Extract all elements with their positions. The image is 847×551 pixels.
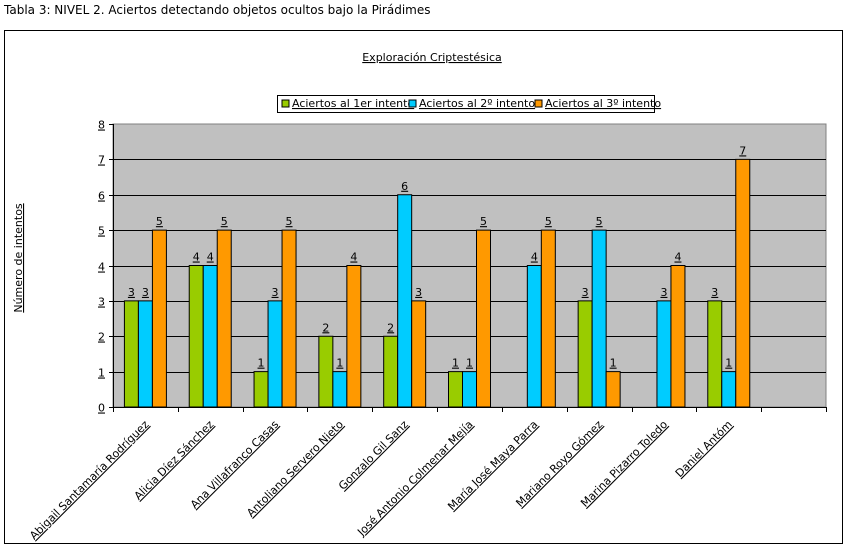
data-label: 1 [258, 357, 265, 370]
bar [202, 265, 218, 408]
bar [188, 265, 204, 408]
data-label: 4 [207, 251, 214, 264]
data-label: 3 [128, 286, 135, 299]
data-label: 3 [142, 286, 149, 299]
data-label: 4 [531, 251, 538, 264]
bar [346, 265, 362, 408]
bar [526, 265, 542, 408]
bar [253, 371, 269, 408]
data-label: 5 [221, 215, 228, 228]
data-label: 4 [674, 251, 681, 264]
legend-label: Aciertos al 1er intento [292, 97, 414, 110]
data-label: 5 [545, 215, 552, 228]
data-label: 2 [387, 321, 394, 334]
bar [383, 335, 399, 408]
bar [540, 229, 556, 408]
y-tick-label: 6 [98, 190, 105, 203]
y-tick-label: 8 [98, 119, 105, 132]
data-label: 3 [582, 286, 589, 299]
y-tick-label: 0 [98, 402, 105, 415]
legend: Aciertos al 1er intento Aciertos al 2º in… [277, 95, 661, 113]
y-axis-label: Número de intentos [12, 203, 25, 313]
data-label: 5 [596, 215, 603, 228]
data-label: 3 [272, 286, 279, 299]
bar [591, 229, 607, 408]
data-label: 4 [193, 251, 200, 264]
bar [151, 229, 167, 408]
y-tick-label: 5 [98, 225, 105, 238]
data-label: 1 [336, 357, 343, 370]
table-caption: Tabla 3: NIVEL 2. Aciertos detectando ob… [4, 3, 431, 17]
data-label: 5 [480, 215, 487, 228]
legend-label: Aciertos al 2º intento [419, 97, 535, 110]
data-label: 4 [350, 251, 357, 264]
data-label: 3 [415, 286, 422, 299]
bar [707, 300, 723, 408]
y-tick-label: 3 [98, 296, 105, 309]
data-label: 1 [610, 357, 617, 370]
bar [448, 371, 463, 408]
bar [332, 371, 348, 408]
data-label: 1 [725, 357, 732, 370]
bar [318, 335, 334, 408]
bar [462, 371, 477, 408]
bar [577, 300, 593, 408]
legend-swatch [408, 99, 417, 108]
bar [735, 158, 751, 408]
data-label: 5 [156, 215, 163, 228]
data-label: 3 [660, 286, 667, 299]
y-tick-label: 7 [98, 154, 105, 167]
legend-swatch [281, 99, 290, 108]
bar [721, 371, 737, 408]
bar [137, 300, 153, 408]
data-label: 3 [711, 286, 718, 299]
chart-title: Exploración Criptestésica [362, 51, 502, 64]
y-tick-label: 1 [98, 367, 105, 380]
bar [476, 229, 491, 408]
bar [605, 371, 621, 408]
bar [281, 229, 297, 408]
bar [656, 300, 672, 408]
bar [397, 194, 413, 408]
data-label: 7 [739, 144, 746, 157]
legend-label: Aciertos al 3º intento [545, 97, 661, 110]
legend-box [277, 95, 655, 113]
data-label: 2 [322, 321, 329, 334]
data-label: 6 [401, 180, 408, 193]
data-label: 1 [466, 357, 473, 370]
bar [123, 300, 139, 408]
bar [216, 229, 232, 408]
data-label: 5 [286, 215, 293, 228]
data-label: 1 [452, 357, 459, 370]
y-tick-label: 2 [98, 331, 105, 344]
legend-swatch [534, 99, 543, 108]
bar [411, 300, 427, 408]
plot-area [112, 123, 827, 408]
bar [267, 300, 283, 408]
bar [670, 265, 686, 408]
y-tick-label: 4 [98, 261, 105, 274]
